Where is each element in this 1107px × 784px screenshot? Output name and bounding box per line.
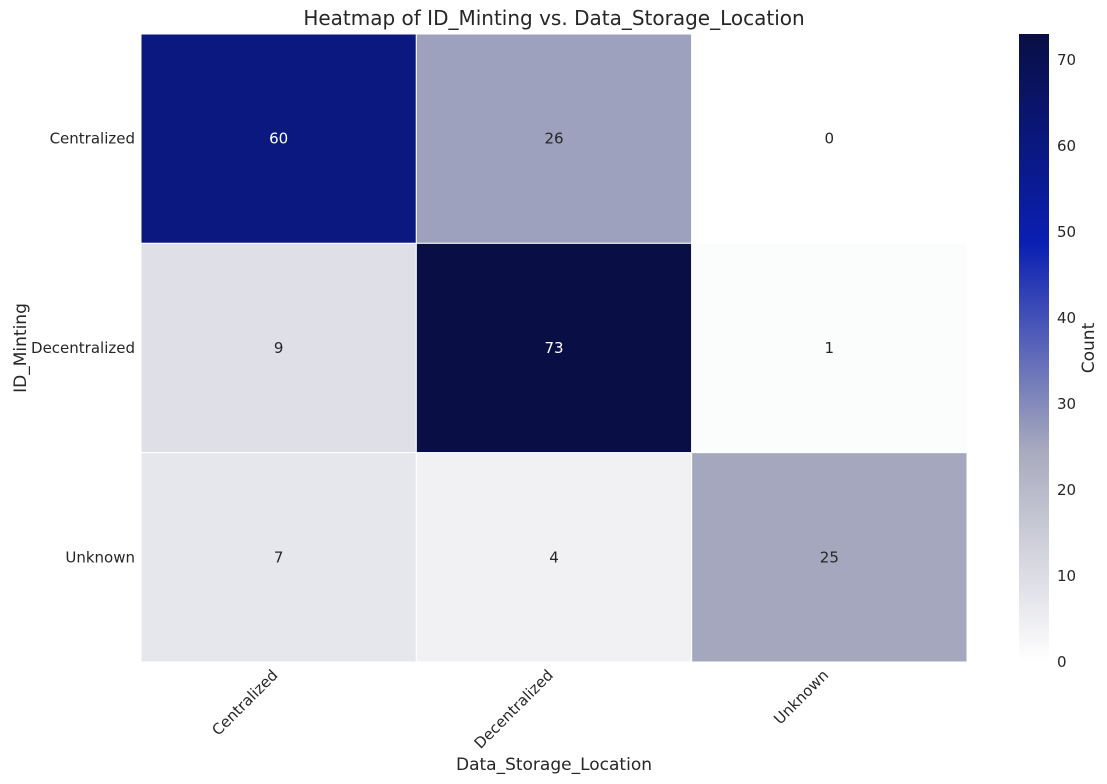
heatmap-cell: [691, 33, 968, 244]
cell-value-label: 0: [825, 130, 835, 148]
heatmap-cell: [140, 242, 417, 454]
colorbar-label: Count: [1079, 322, 1099, 373]
colorbar-tick-label: 40: [1057, 309, 1076, 327]
colorbar-ticks: 0 10 20 30 40 50 60 70: [1057, 51, 1076, 671]
cell-value-label: 60: [269, 130, 288, 148]
colorbar-tick-label: 60: [1057, 137, 1076, 155]
colorbar-tick-label: 0: [1057, 653, 1067, 671]
colorbar-tick-label: 10: [1057, 567, 1076, 585]
cell-value-label: 4: [549, 548, 559, 566]
chart-title: Heatmap of ID_Minting vs. Data_Storage_L…: [303, 6, 804, 30]
cell-value-label: 73: [544, 339, 563, 357]
colorbar-tick-label: 30: [1057, 395, 1076, 413]
heatmap-cell: [691, 452, 968, 663]
colorbar-tick-label: 50: [1057, 223, 1076, 241]
x-tick-label: Centralized: [208, 666, 281, 739]
heatmap-cell: [140, 33, 417, 244]
cell-value-label: 25: [820, 548, 839, 566]
y-tick-labels: Centralized Decentralized Unknown: [31, 130, 135, 567]
colorbar: [1019, 34, 1049, 662]
y-tick-label: Centralized: [50, 130, 135, 148]
cell-value-label: 7: [274, 548, 284, 566]
heatmap-cells: 60 26 0 9 73 1 7 4 25: [140, 33, 968, 663]
y-tick-label: Unknown: [65, 548, 135, 566]
y-axis-label: ID_Minting: [11, 303, 31, 393]
x-tick-label: Unknown: [770, 666, 832, 728]
cell-value-label: 26: [544, 130, 563, 148]
heatmap-cell: [140, 452, 417, 663]
heatmap-cell: [415, 452, 693, 663]
x-axis-label: Data_Storage_Location: [456, 755, 652, 775]
heatmap-cell: [415, 33, 693, 244]
x-tick-labels: Centralized Decentralized Unknown: [208, 666, 832, 752]
cell-value-label: 9: [274, 339, 284, 357]
heatmap-cell: [691, 242, 968, 454]
colorbar-tick-label: 20: [1057, 481, 1076, 499]
colorbar-tick-label: 70: [1057, 51, 1076, 69]
heatmap-cell: [415, 242, 693, 454]
y-tick-label: Decentralized: [31, 339, 135, 357]
x-tick-label: Decentralized: [471, 666, 557, 752]
cell-value-label: 1: [825, 339, 835, 357]
